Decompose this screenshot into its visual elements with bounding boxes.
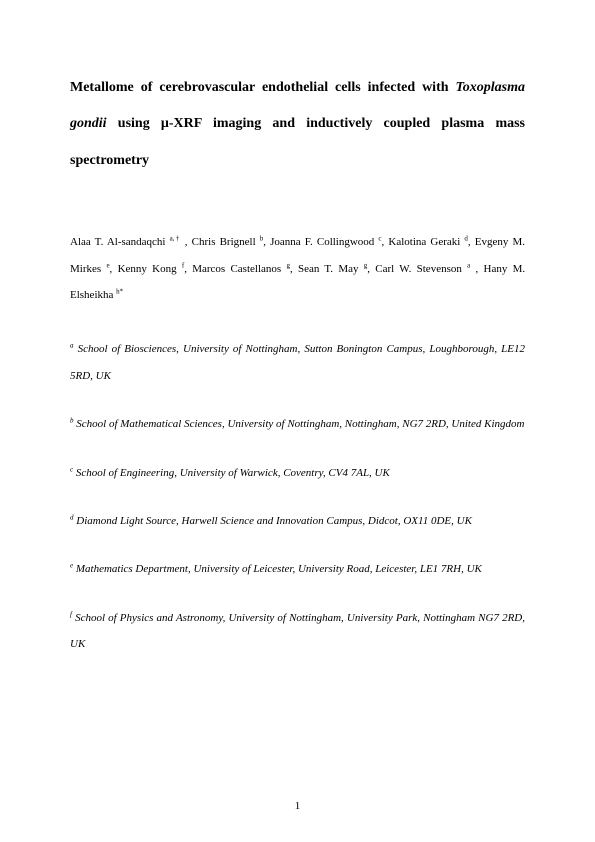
title-part1: Metallome of cerebrovascular endothelial…: [70, 80, 456, 95]
affiliation-f: f School of Physics and Astronomy, Unive…: [70, 605, 525, 658]
author: Joanna F. Collingwood c: [270, 236, 381, 248]
author: Kalotina Geraki d: [388, 236, 468, 248]
author: Carl W. Stevenson a: [375, 263, 470, 275]
authors-list: Alaa T. Al-sandaqchi a,† , Chris Brignel…: [70, 229, 525, 308]
author: Alaa T. Al-sandaqchi a,†: [70, 236, 181, 248]
affiliation-a: a School of Biosciences, University of N…: [70, 336, 525, 389]
page-number: 1: [0, 800, 595, 812]
author: Kenny Kong f: [118, 263, 185, 275]
title-part2: using μ-XRF imaging and inductively coup…: [70, 116, 525, 167]
author: Chris Brignell b: [192, 236, 264, 248]
author: Marcos Castellanos g: [192, 263, 290, 275]
affiliation-d: d Diamond Light Source, Harwell Science …: [70, 508, 525, 534]
article-title: Metallome of cerebrovascular endothelial…: [70, 70, 525, 179]
affiliation-c: c School of Engineering, University of W…: [70, 460, 525, 486]
author: Sean T. May g: [298, 263, 367, 275]
affiliation-b: b School of Mathematical Sciences, Unive…: [70, 411, 525, 437]
affiliation-e: e Mathematics Department, University of …: [70, 556, 525, 582]
